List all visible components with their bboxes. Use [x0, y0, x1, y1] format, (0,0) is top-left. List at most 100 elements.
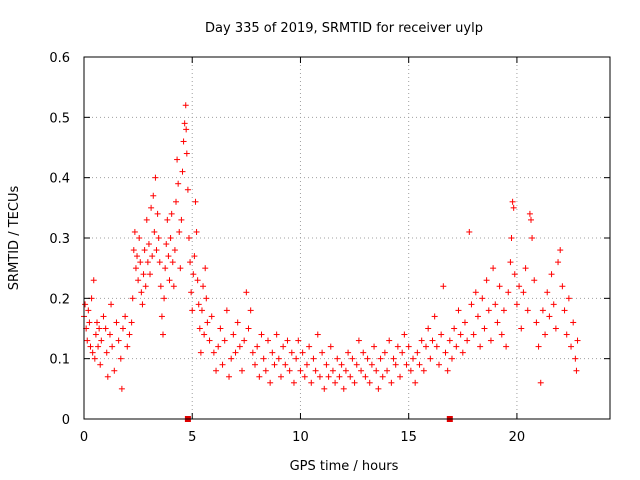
data-point: [92, 331, 99, 338]
data-point: [154, 210, 161, 217]
data-point: [204, 319, 211, 326]
data-point: [561, 307, 568, 314]
data-point: [118, 385, 125, 392]
data-point: [565, 295, 572, 302]
data-point: [570, 319, 577, 326]
data-point: [215, 343, 222, 350]
data-point: [440, 283, 447, 290]
data-point: [288, 349, 295, 356]
data-point: [171, 247, 178, 254]
data-point: [119, 325, 126, 332]
data-point: [448, 355, 455, 362]
data-point: [134, 253, 141, 260]
data-point: [169, 259, 176, 266]
data-point: [162, 265, 169, 272]
data-point: [435, 361, 442, 368]
data-point: [420, 367, 427, 374]
data-point: [522, 265, 529, 272]
data-point: [548, 271, 555, 278]
data-point: [202, 265, 209, 272]
y-tick-label: 0.2: [49, 292, 70, 307]
data-point: [167, 235, 174, 241]
chart-grid: [84, 57, 610, 419]
data-point: [308, 379, 315, 386]
y-tick-label: 0.3: [49, 232, 70, 247]
data-points: [81, 102, 581, 392]
data-point: [492, 301, 499, 308]
data-point: [129, 295, 136, 302]
data-point: [192, 198, 199, 205]
data-point: [102, 325, 109, 332]
data-point: [197, 349, 204, 356]
data-point: [230, 331, 237, 338]
data-point: [303, 361, 310, 368]
data-point: [483, 277, 490, 284]
data-point: [345, 349, 352, 356]
data-point: [180, 138, 187, 145]
data-point: [271, 361, 278, 368]
data-point: [416, 361, 423, 368]
data-point: [453, 343, 460, 350]
data-point: [85, 307, 92, 314]
data-point: [273, 331, 280, 338]
data-point: [381, 349, 388, 356]
data-point: [312, 367, 319, 374]
data-point: [260, 355, 267, 362]
data-point: [178, 216, 185, 223]
data-point: [96, 325, 103, 332]
data-point: [390, 355, 397, 362]
data-point: [108, 301, 115, 308]
data-point: [158, 313, 165, 320]
data-point: [574, 337, 581, 344]
data-point: [95, 343, 102, 350]
data-point: [438, 331, 445, 338]
data-point: [115, 337, 122, 344]
data-point: [184, 186, 191, 193]
data-point: [185, 235, 192, 241]
data-point: [149, 253, 156, 260]
x-axis-label: GPS time / hours: [290, 459, 399, 474]
data-point: [546, 313, 553, 320]
data-point: [373, 367, 380, 374]
data-point: [526, 210, 533, 217]
data-point: [226, 373, 233, 380]
data-point: [293, 355, 300, 362]
data-point: [364, 355, 371, 362]
data-point: [451, 325, 458, 332]
data-point: [394, 343, 401, 350]
data-point: [301, 373, 308, 380]
data-point: [461, 319, 468, 326]
data-point: [557, 247, 564, 254]
data-point: [509, 198, 516, 205]
data-point: [537, 379, 544, 386]
data-point: [161, 295, 168, 302]
data-point: [189, 307, 196, 314]
data-point: [256, 373, 263, 380]
data-point: [518, 325, 525, 332]
data-point: [410, 355, 417, 362]
data-point: [481, 325, 488, 332]
data-point: [466, 228, 473, 235]
data-point: [516, 283, 523, 290]
data-point: [210, 349, 217, 356]
data-point: [140, 271, 147, 278]
data-point: [282, 361, 289, 368]
x-tick-label: 15: [400, 430, 417, 445]
data-point: [198, 307, 205, 314]
data-point: [399, 349, 406, 356]
data-point: [552, 325, 559, 332]
data-point: [170, 283, 177, 290]
data-point: [247, 307, 254, 314]
data-point: [136, 235, 143, 241]
data-point: [496, 283, 503, 290]
data-point: [572, 355, 579, 362]
data-point: [269, 349, 276, 356]
data-point: [106, 331, 113, 338]
y-tick-label: 0.5: [49, 111, 70, 126]
data-point: [150, 192, 157, 199]
data-point: [446, 337, 453, 344]
data-point: [310, 355, 317, 362]
data-point: [100, 313, 107, 320]
data-point: [249, 349, 256, 356]
